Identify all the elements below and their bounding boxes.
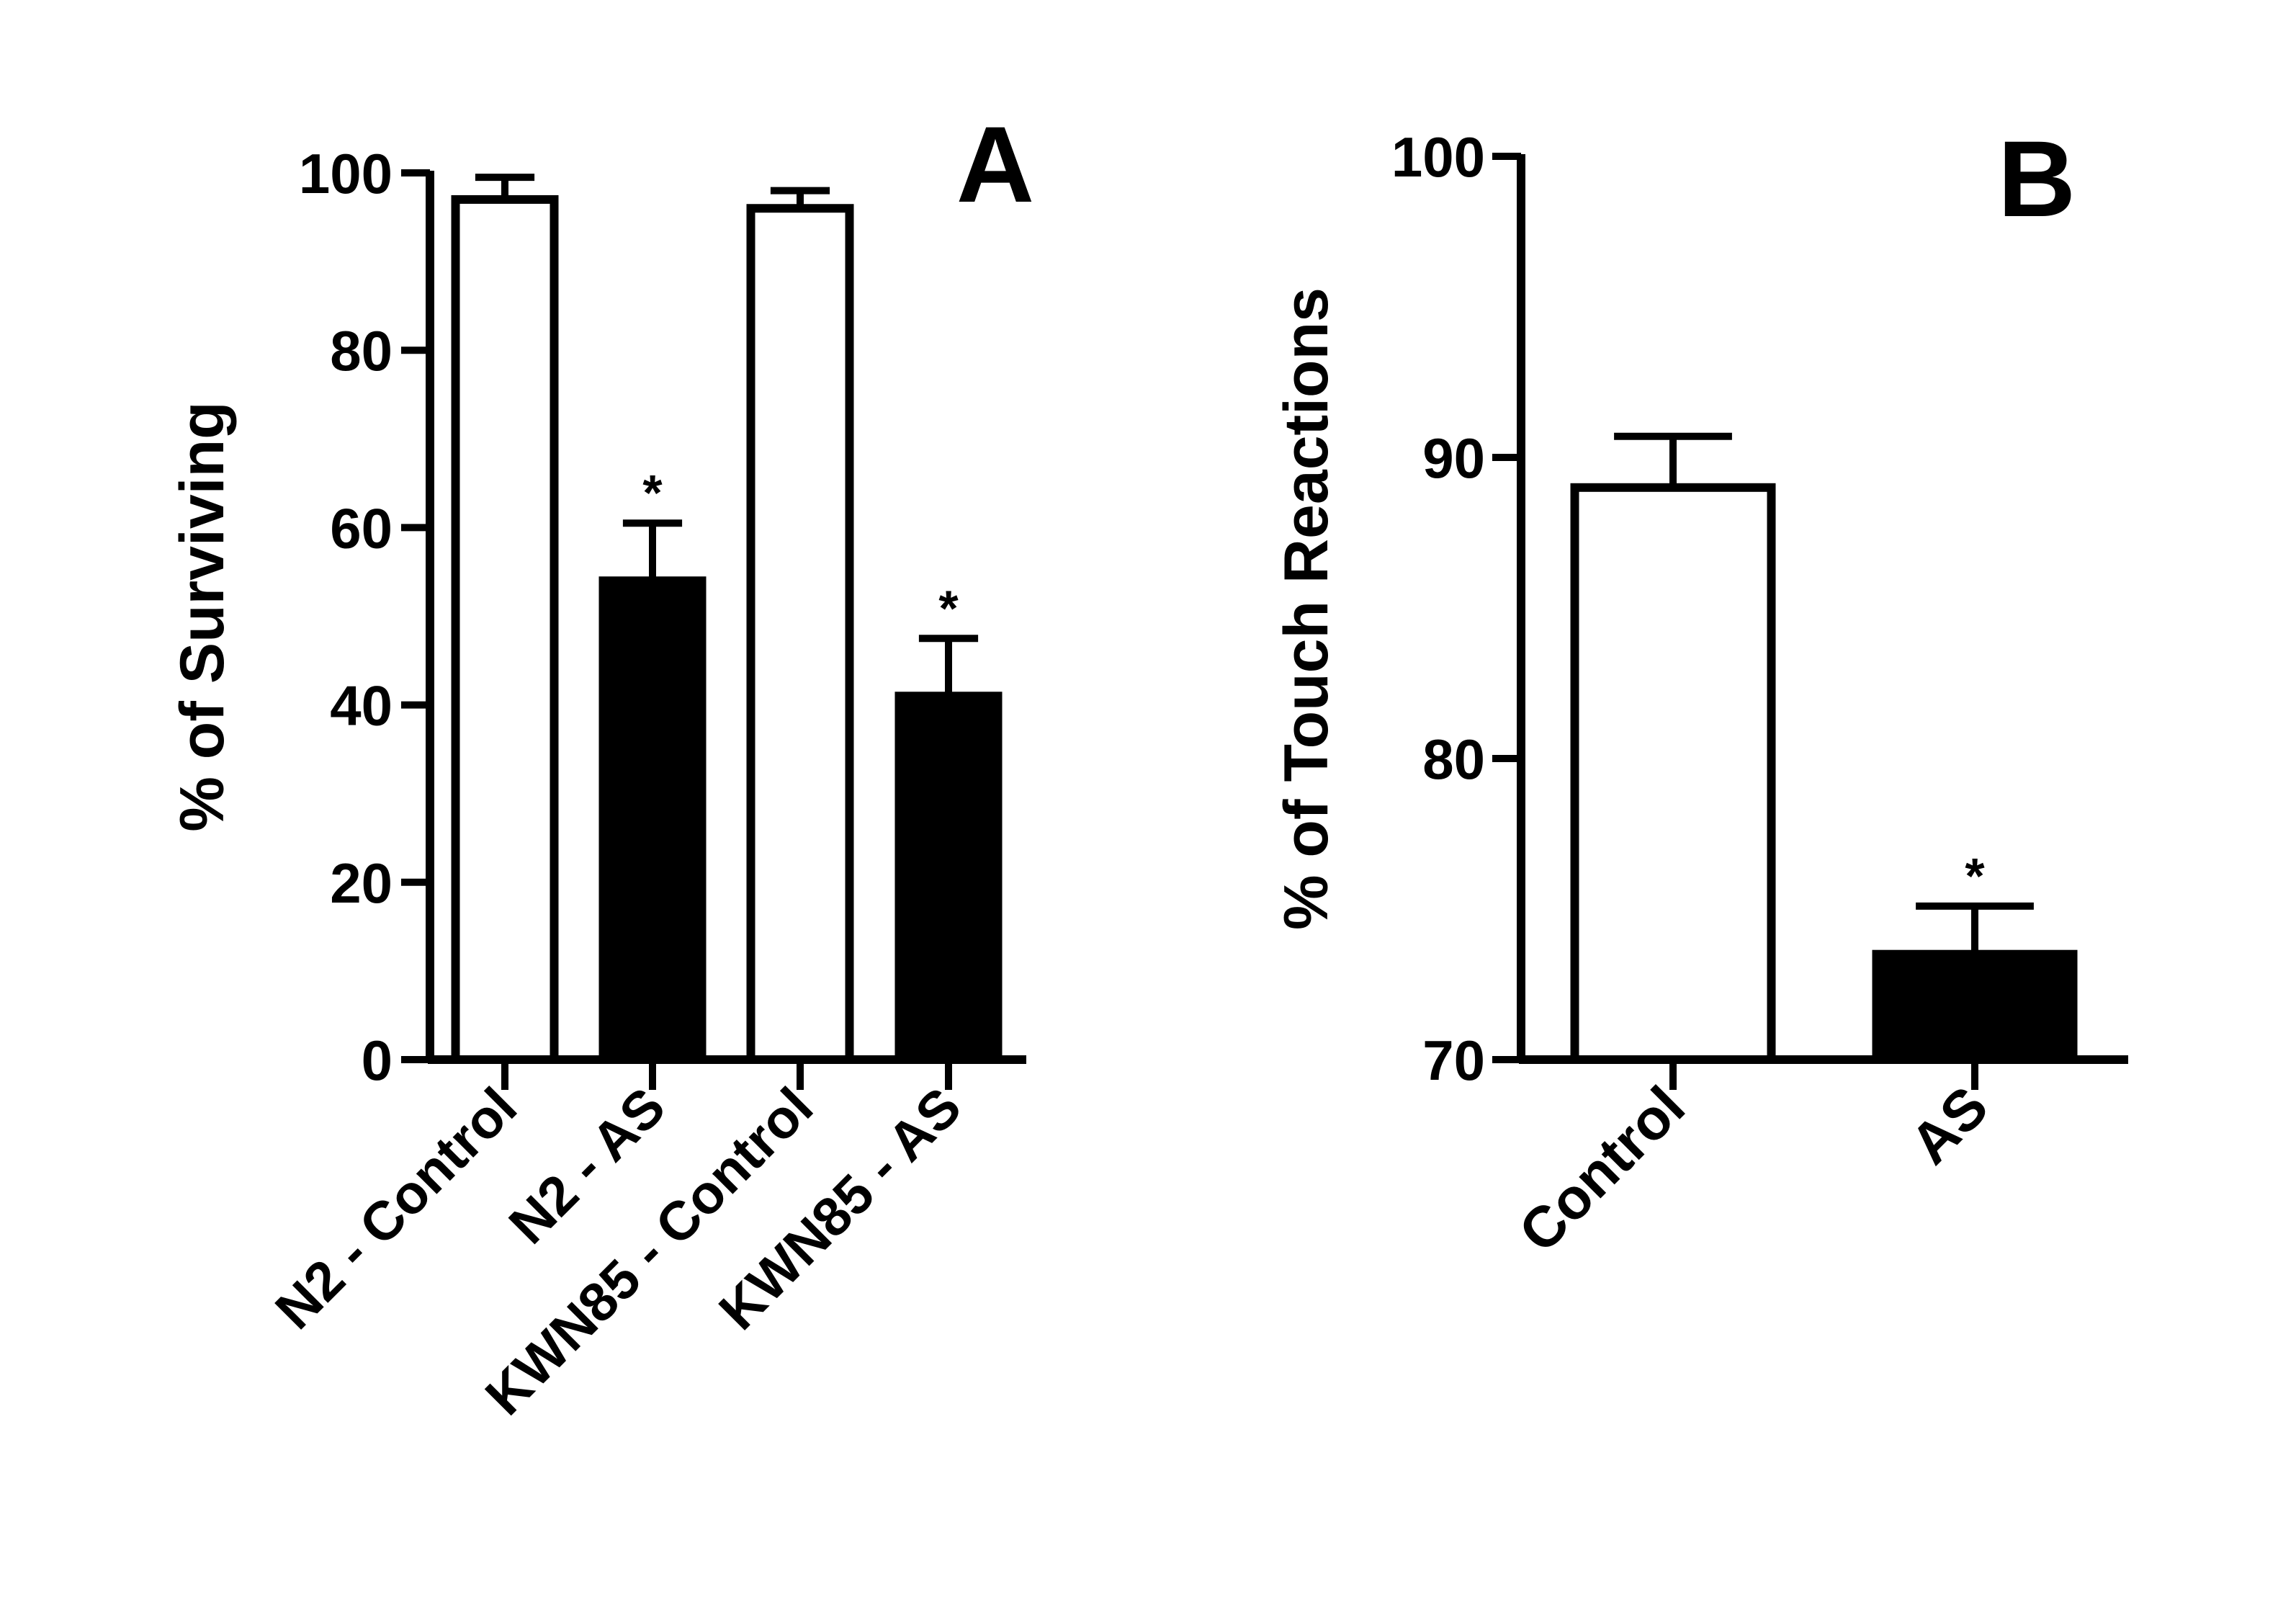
panel-b-significance-1: * [1965, 848, 1985, 904]
panel-b-ytick-label-3: 100 [1391, 125, 1485, 189]
panel-a-bar-3 [894, 692, 1003, 1064]
panel-a-ytick-label-0: 0 [362, 1029, 393, 1092]
panel-b-ytick-label-2: 90 [1422, 426, 1485, 490]
panel-a-ylabel: % of Surviving [168, 401, 237, 831]
panel-a-ytick-label-1: 20 [330, 851, 393, 915]
panel-b-category-label-1: AS [1898, 1074, 2001, 1176]
panel-b-ytick-label-0: 70 [1422, 1029, 1485, 1092]
panel-a-ytick-label-5: 100 [299, 142, 393, 205]
panel-a-ytick-label-3: 60 [330, 496, 393, 560]
panel-b-touch-reactions: * 70 80 90 100 Control AS % of Touch Reactions B [1272, 118, 2128, 1264]
panel-a-label: A [956, 104, 1034, 225]
panel-a-bar-1 [598, 576, 707, 1064]
panel-a-significance-1: * [642, 465, 663, 521]
panel-b-ylabel: % of Touch Reactions [1272, 287, 1341, 930]
panel-b-bar-1 [1872, 949, 2078, 1064]
panel-b-ytick-label-1: 80 [1422, 728, 1485, 791]
panel-a-ytick-label-2: 40 [330, 674, 393, 738]
panel-b-label: B [1998, 118, 2076, 239]
panel-b-bar-0 [1570, 483, 1776, 1064]
panel-a-category-label-0: N2 - Control [264, 1076, 529, 1341]
panel-a-bar-0 [451, 194, 559, 1064]
panel-a-significance-3: * [938, 580, 959, 636]
panel-a-bar-2 [746, 204, 854, 1064]
panel-a-ytick-label-4: 80 [330, 319, 393, 383]
panel-b-category-label-0: Control [1507, 1074, 1697, 1264]
